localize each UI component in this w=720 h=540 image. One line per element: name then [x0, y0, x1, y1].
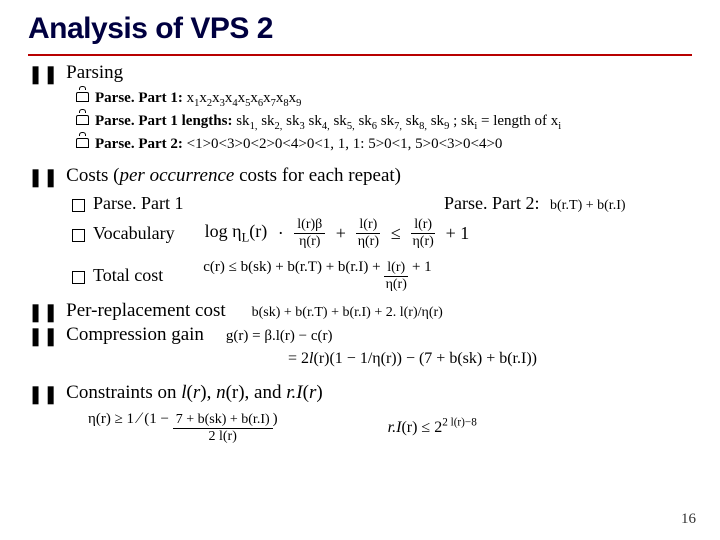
compression-gain-g: g(r) = β.l(r) − c(r) [226, 328, 333, 345]
slide-title: Analysis of VPS 2 [28, 12, 692, 56]
costs-vocabulary-formula: log ηL(r) · l(r)βη(r) + l(r)η(r) ≤ l(r)η… [205, 218, 470, 249]
costs-total-formula: c(r) ≤ b(sk) + b(r.T) + b(r.I) + l(r)η(r… [203, 259, 431, 292]
bullet-marker: ❚❚ [28, 65, 58, 83]
costs-heading-post: costs for each repeat) [234, 165, 401, 186]
slide: Analysis of VPS 2 ❚❚ Parsing Parse. Part… [0, 0, 720, 540]
parsing-sublist: Parse. Part 1: x1x2x3x4x5x6x7x8x9 Parse.… [76, 88, 692, 155]
page-number: 16 [681, 511, 696, 528]
costs-parsepart1-label: Parse. Part 1 [93, 193, 183, 214]
costs-vocabulary: Vocabulary log ηL(r) · l(r)βη(r) + l(r)η… [72, 218, 692, 249]
bullet-marker: ❚❚ [28, 385, 58, 403]
costs-parsepart1: Parse. Part 1 Parse. Part 2: b(r.T) + b(… [72, 193, 692, 214]
constraints-heading-terms: l(r), n(r), and r.I(r) [181, 382, 322, 403]
compression-gain-heading: Compression gain [66, 324, 204, 346]
costs-vocabulary-label: Vocabulary [93, 223, 175, 244]
per-replacement-heading: Per-replacement cost [66, 300, 225, 322]
box-icon [72, 199, 85, 212]
parse-part2-label: Parse. Part 2: [95, 136, 183, 152]
parse-part1-lengths-label: Parse. Part 1 lengths: [95, 113, 232, 129]
section-parsing: ❚❚ Parsing [28, 62, 692, 84]
parsing-item-1: Parse. Part 1: x1x2x3x4x5x6x7x8x9 [76, 88, 692, 111]
lock-icon [76, 135, 89, 153]
costs-parsepart2-formula: b(r.T) + b(r.I) [550, 198, 626, 213]
costs-heading-pre: Costs ( [66, 165, 119, 186]
lock-icon [76, 89, 89, 107]
costs-heading: Costs (per occurrence costs for each rep… [66, 165, 401, 187]
bullet-marker: ❚❚ [28, 168, 58, 186]
section-constraints: ❚❚ Constraints on l(r), n(r), and r.I(r) [28, 382, 692, 404]
parsing-item-2: Parse. Part 1 lengths: sk1, sk2, sk3 sk4… [76, 111, 692, 134]
lock-icon [76, 112, 89, 130]
compression-gain-eq2: = 2l(r)(1 − 1/η(r)) − (7 + b(sk) + b(r.I… [288, 350, 692, 368]
constraints-left-formula: η(r) ≥ 1 ∕ (1 − 7 + b(sk) + b(r.I)2 l(r)… [88, 410, 278, 444]
section-costs: ❚❚ Costs (per occurrence costs for each … [28, 165, 692, 187]
per-replacement-formula: b(sk) + b(r.T) + b(r.I) + 2. l(r)/η(r) [252, 305, 443, 321]
costs-total: Total cost c(r) ≤ b(sk) + b(r.T) + b(r.I… [72, 259, 692, 292]
constraints-right-formula: r.I(r) ≤ 22 l(r)−8 [388, 416, 477, 436]
bullet-marker: ❚❚ [28, 327, 58, 345]
parse-part1-value: x1x2x3x4x5x6x7x8x9 [187, 90, 302, 106]
section-compression-gain: ❚❚ Compression gain g(r) = β.l(r) − c(r) [28, 324, 692, 346]
constraints-heading: Constraints on l(r), n(r), and r.I(r) [66, 382, 323, 404]
parse-part2-value: <1>0<3>0<2>0<4>0<1, 1, 1: 5>0<1, 5>0<3>0… [187, 136, 503, 152]
parse-part1-label: Parse. Part 1: [95, 90, 183, 106]
costs-total-label: Total cost [93, 265, 163, 286]
costs-sublist: Parse. Part 1 Parse. Part 2: b(r.T) + b(… [72, 193, 692, 292]
constraints-heading-pre: Constraints on [66, 382, 181, 403]
section-per-replacement: ❚❚ Per-replacement cost b(sk) + b(r.T) +… [28, 300, 692, 322]
parse-part1-lengths-value: sk1, sk2, sk3 sk4, sk5, sk6 sk7, sk8, sk… [236, 113, 561, 129]
parsing-heading: Parsing [66, 62, 123, 84]
parsing-item-3: Parse. Part 2: <1>0<3>0<2>0<4>0<1, 1, 1:… [76, 134, 692, 154]
costs-parsepart2: Parse. Part 2: b(r.T) + b(r.I) [444, 193, 626, 214]
box-icon [72, 271, 85, 284]
costs-parsepart2-label: Parse. Part 2: [444, 193, 539, 213]
costs-heading-em: per occurrence [120, 165, 235, 186]
bullet-marker: ❚❚ [28, 303, 58, 321]
box-icon [72, 229, 85, 242]
